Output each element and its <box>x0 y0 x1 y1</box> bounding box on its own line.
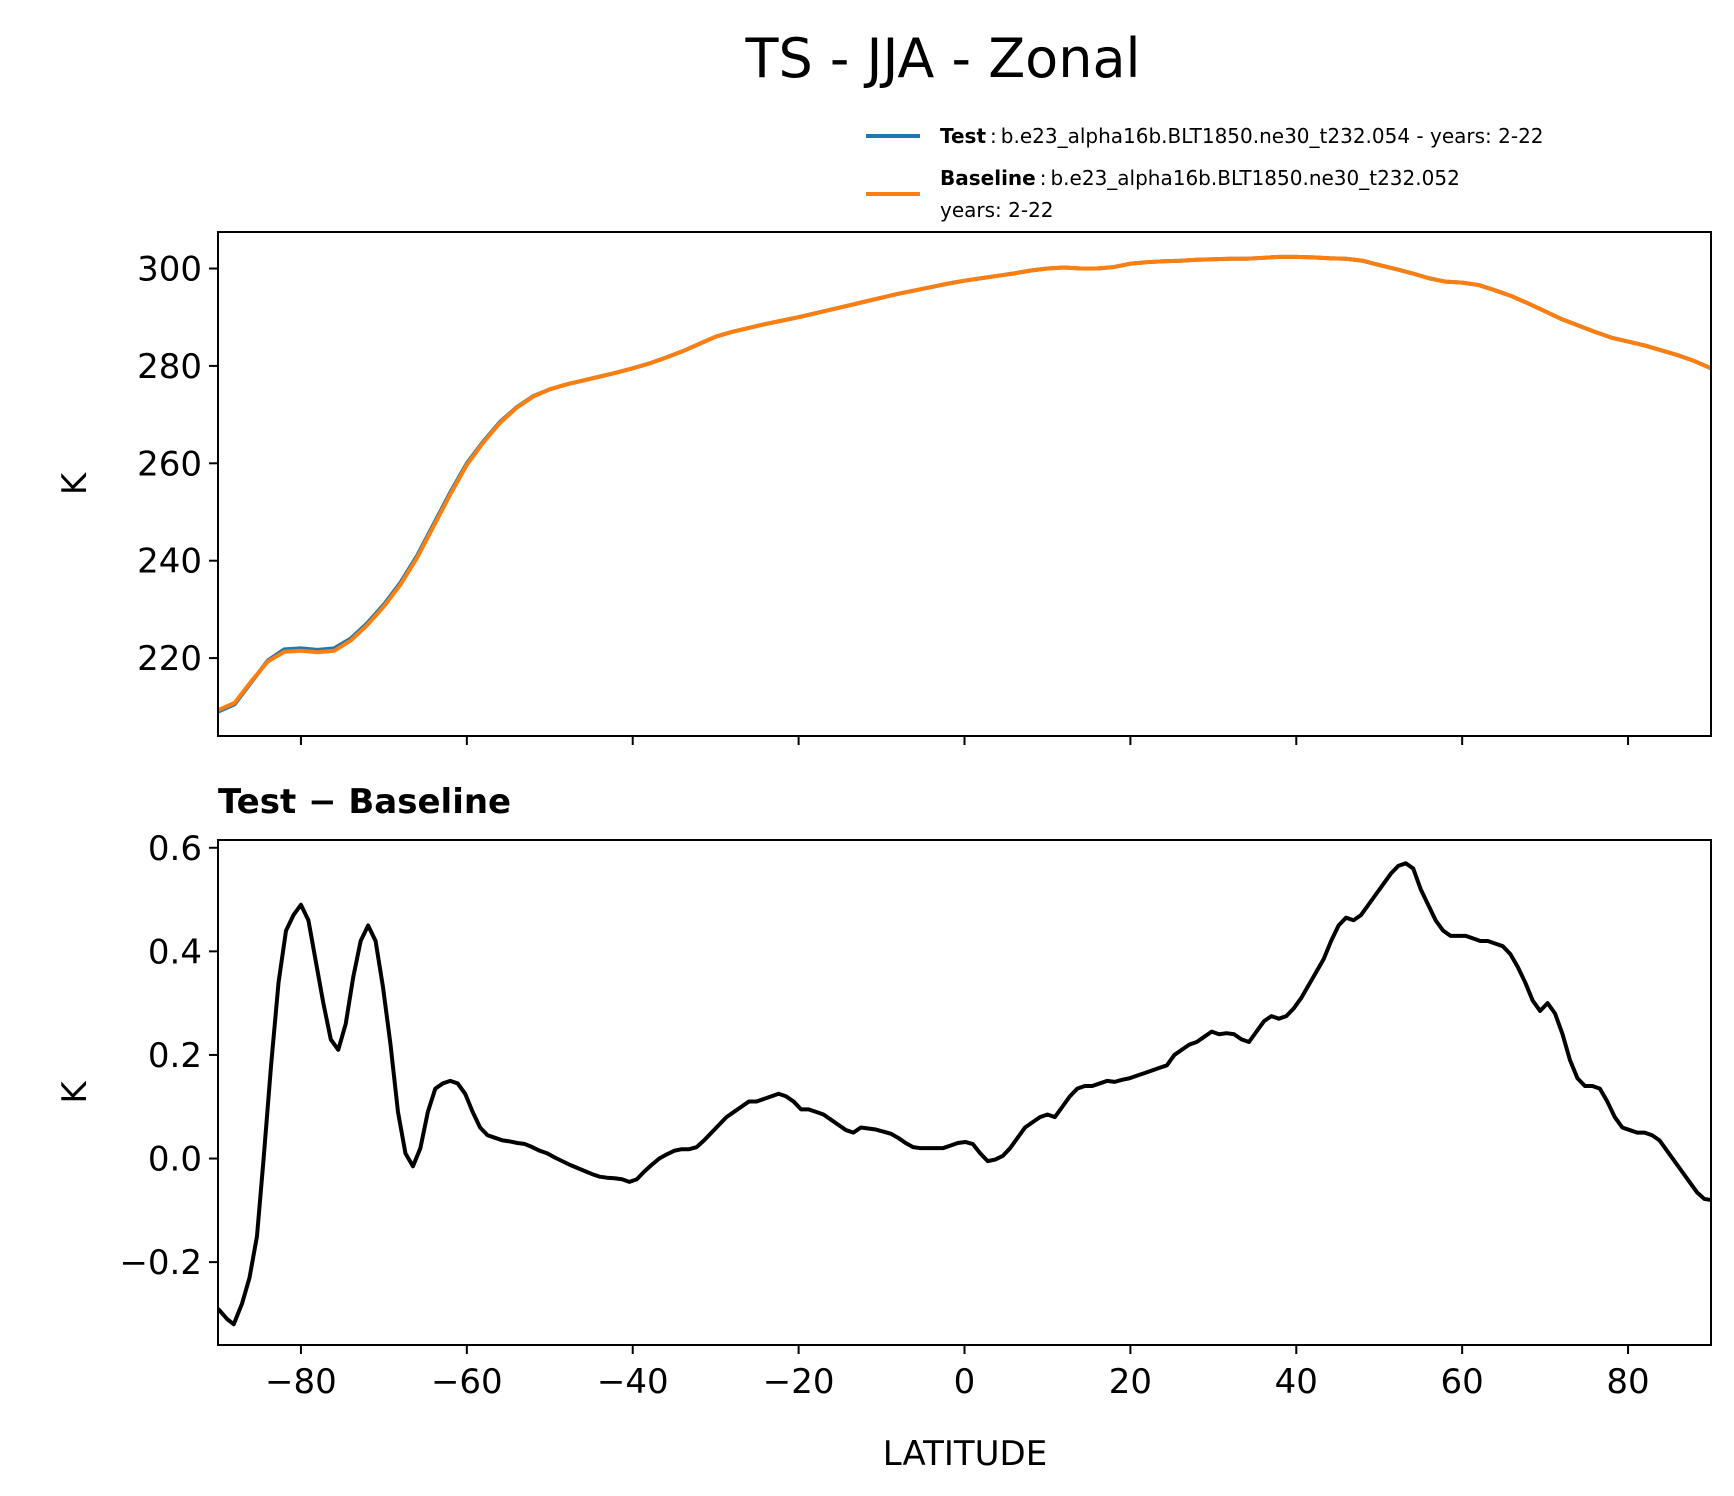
plot-frame-bottom <box>217 839 1712 1346</box>
series-line-bottom-0 <box>218 861 1711 1327</box>
legend-entry-baseline-years: years: 2-22 <box>940 198 1054 222</box>
x-axis-label: LATITUDE <box>883 1434 1047 1474</box>
y-tick-label-bottom: 0.6 <box>148 829 202 869</box>
x-tick-label: −60 <box>431 1362 503 1402</box>
legend: Test: b.e23_alpha16b.BLT1850.ne30_t232.05… <box>866 124 1544 222</box>
y-tick-label-top: 220 <box>137 639 202 679</box>
x-tick-label: 80 <box>1606 1362 1649 1402</box>
panel-bottom: −0.2 0.0 0.2 0.4 0.6 −80 −60 −40 −20 0 20 40 60 80 K Te… <box>55 782 1712 1402</box>
x-tick-label: −80 <box>265 1362 337 1402</box>
y-tick-label-bottom: 0.0 <box>148 1140 202 1180</box>
panel-top: 220 240 260 280 300 K <box>55 231 1712 745</box>
series-line-top-0 <box>218 254 1711 714</box>
y-tick-label-top: 260 <box>137 444 202 484</box>
chart-title: TS - JJA - Zonal <box>744 27 1140 90</box>
x-tick-label: −40 <box>597 1362 669 1402</box>
legend-entry-baseline: Baseline: b.e23_alpha16b.BLT1850.ne30_t23… <box>940 166 1460 190</box>
series-line-top-1 <box>218 254 1711 713</box>
y-tick-label-top: 240 <box>137 542 202 582</box>
legend-entry-test: Test: b.e23_alpha16b.BLT1850.ne30_t232.05… <box>940 124 1544 148</box>
y-tick-label-bottom: 0.4 <box>148 932 202 972</box>
plot-frame-top <box>217 231 1712 737</box>
x-tick-label: 0 <box>954 1362 976 1402</box>
y-axis-label-top: K <box>55 471 95 495</box>
x-tick-label: 40 <box>1275 1362 1318 1402</box>
x-tick-label: −20 <box>763 1362 835 1402</box>
y-tick-label-bottom: 0.2 <box>148 1036 202 1076</box>
y-axis-label-bottom: K <box>55 1080 95 1104</box>
x-tick-label: 20 <box>1109 1362 1152 1402</box>
y-tick-label-top: 300 <box>137 250 202 290</box>
x-tick-label: 60 <box>1441 1362 1484 1402</box>
panel-title-bottom: Test − Baseline <box>218 782 511 822</box>
y-tick-label-bottom: −0.2 <box>119 1243 202 1283</box>
y-tick-label-top: 280 <box>137 347 202 387</box>
